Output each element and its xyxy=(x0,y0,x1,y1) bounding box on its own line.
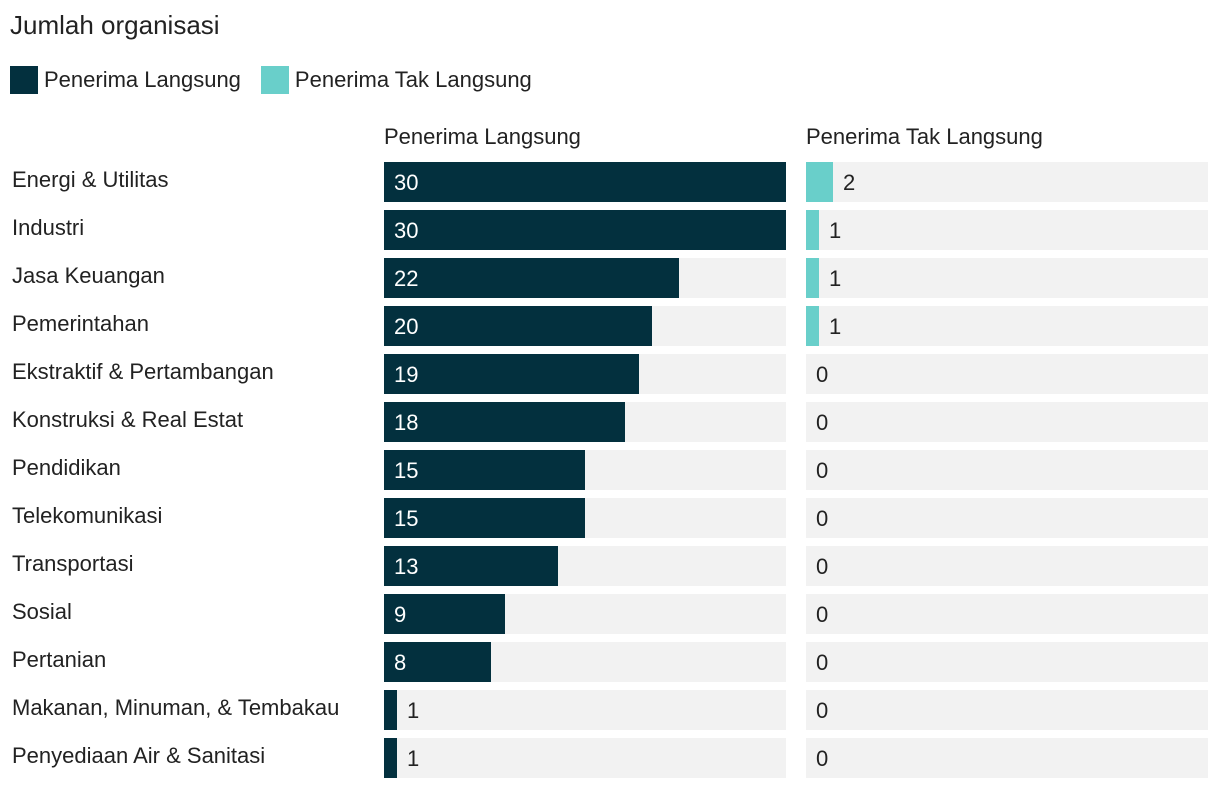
bar-track-indirect: 1 xyxy=(806,258,1208,298)
bar-direct xyxy=(384,546,558,586)
category-label: Ekstraktif & Pertambangan xyxy=(12,359,274,384)
value-label-indirect: 2 xyxy=(843,170,856,195)
bar-direct xyxy=(384,690,397,730)
category-label: Sosial xyxy=(12,599,72,624)
value-label-direct: 30 xyxy=(394,218,419,243)
bar-track-indirect: 0 xyxy=(806,354,1208,394)
bar-track-direct: 18 xyxy=(384,402,786,442)
bar-direct xyxy=(384,642,491,682)
bar-indirect xyxy=(806,306,819,346)
bar-track-indirect: 0 xyxy=(806,642,1208,682)
bar-track-indirect: 2 xyxy=(806,162,1208,202)
value-label-indirect: 0 xyxy=(816,650,829,675)
bar-track-indirect: 0 xyxy=(806,450,1208,490)
legend-label-direct: Penerima Langsung xyxy=(44,67,241,92)
bar-track-indirect: 0 xyxy=(806,738,1208,778)
bar-track-direct: 8 xyxy=(384,642,786,682)
value-label-direct: 15 xyxy=(394,506,419,531)
bar-track-direct: 15 xyxy=(384,450,786,490)
value-label-indirect: 1 xyxy=(829,218,842,243)
value-label-direct: 30 xyxy=(394,170,419,195)
bar-track-direct: 30 xyxy=(384,210,786,250)
value-label-indirect: 0 xyxy=(816,410,829,435)
value-label-indirect: 0 xyxy=(816,554,829,579)
legend-swatch-indirect xyxy=(260,66,289,94)
category-label: Industri xyxy=(12,215,85,240)
value-label-direct: 19 xyxy=(394,362,419,387)
bar-track-indirect: 0 xyxy=(806,690,1208,730)
value-label-direct: 15 xyxy=(394,458,419,483)
bar-track-direct: 1 xyxy=(384,738,786,778)
value-label-direct: 20 xyxy=(394,314,419,339)
category-label: Penyediaan Air & Sanitasi xyxy=(12,743,266,768)
legend: Penerima Langsung Penerima Tak Langsung xyxy=(10,66,552,94)
value-label-indirect: 0 xyxy=(816,746,829,771)
bar-track-indirect: 0 xyxy=(806,402,1208,442)
value-label-direct: 18 xyxy=(394,410,419,435)
legend-label-indirect: Penerima Tak Langsung xyxy=(294,67,532,92)
value-label-indirect: 0 xyxy=(816,698,829,723)
category-label: Transportasi xyxy=(12,551,134,576)
bar-track-direct: 19 xyxy=(384,354,786,394)
bar-track-direct: 9 xyxy=(384,594,786,634)
bar-track-direct: 1 xyxy=(384,690,786,730)
bar-direct xyxy=(384,354,639,394)
legend-swatch-direct xyxy=(10,66,38,94)
panel-header-indirect: Penerima Tak Langsung xyxy=(806,124,1043,149)
bar-track-direct: 30 xyxy=(384,162,786,202)
bar-direct xyxy=(384,450,585,490)
panel-header-direct: Penerima Langsung xyxy=(384,124,581,149)
legend-item-indirect: Penerima Tak Langsung xyxy=(260,66,532,94)
bar-track-indirect: 1 xyxy=(806,210,1208,250)
category-label: Pendidikan xyxy=(12,455,121,480)
value-label-indirect: 0 xyxy=(816,362,829,387)
category-label: Makanan, Minuman, & Tembakau xyxy=(12,695,340,720)
category-label: Konstruksi & Real Estat xyxy=(12,407,244,432)
value-label-direct: 9 xyxy=(394,602,407,627)
value-label-direct: 13 xyxy=(394,554,419,579)
value-label-indirect: 1 xyxy=(829,266,842,291)
bar-track-indirect: 1 xyxy=(806,306,1208,346)
category-label: Telekomunikasi xyxy=(12,503,163,528)
bar-direct xyxy=(384,258,679,298)
bar-indirect xyxy=(806,210,819,250)
bar-direct xyxy=(384,594,505,634)
category-label: Pertanian xyxy=(12,647,107,672)
bar-track-indirect: 0 xyxy=(806,498,1208,538)
value-label-direct: 8 xyxy=(394,650,407,675)
chart-title: Jumlah organisasi xyxy=(10,10,220,40)
category-label: Energi & Utilitas xyxy=(12,167,169,192)
bar-direct xyxy=(384,498,585,538)
category-label: Jasa Keuangan xyxy=(12,263,165,288)
bar-indirect xyxy=(806,162,833,202)
legend-item-direct: Penerima Langsung xyxy=(10,66,241,94)
bar-track-indirect: 0 xyxy=(806,594,1208,634)
bar-indirect xyxy=(806,258,819,298)
value-label-direct: 1 xyxy=(407,698,420,723)
category-label: Pemerintahan xyxy=(12,311,149,336)
value-label-indirect: 0 xyxy=(816,458,829,483)
value-label-direct: 22 xyxy=(394,266,419,291)
bar-track-direct: 20 xyxy=(384,306,786,346)
value-label-indirect: 0 xyxy=(816,506,829,531)
bar-track-direct: 13 xyxy=(384,546,786,586)
bar-direct xyxy=(384,210,786,250)
bar-direct xyxy=(384,738,397,778)
value-label-direct: 1 xyxy=(407,746,420,771)
bar-direct xyxy=(384,162,786,202)
bar-track-direct: 22 xyxy=(384,258,786,298)
value-label-indirect: 0 xyxy=(816,602,829,627)
bar-track-direct: 15 xyxy=(384,498,786,538)
bar-direct xyxy=(384,306,652,346)
bar-direct xyxy=(384,402,625,442)
bar-track-indirect: 0 xyxy=(806,546,1208,586)
value-label-indirect: 1 xyxy=(829,314,842,339)
